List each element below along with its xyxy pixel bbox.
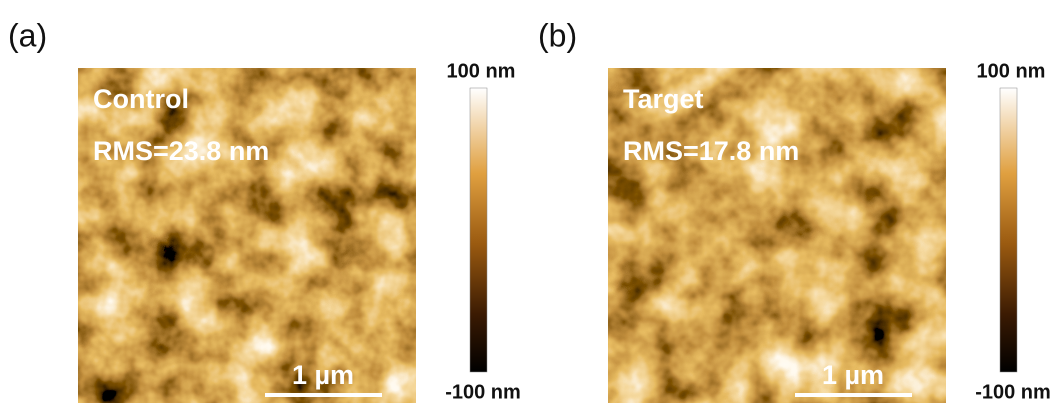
colorbar [1000,88,1017,372]
colorbar [470,88,487,372]
figure: (a) Control RMS=23.8 nm 1 µm 100 nm -100 nm (b… [0,0,1062,403]
colorbar-min: -100 nm [445,381,521,403]
sample-name: Target [623,84,704,114]
colorbar-max: 100 nm [447,60,516,82]
rms-value: RMS=17.8 nm [623,136,799,166]
sample-name: Control [93,84,189,114]
afm-image [608,68,946,403]
colorbar-max: 100 nm [977,60,1046,82]
afm-image [78,68,416,403]
rms-value: RMS=23.8 nm [93,136,269,166]
panel-label: (b) [538,17,577,53]
panel-label: (a) [8,17,47,53]
scale-bar-label: 1 µm [822,360,884,390]
scale-bar-label: 1 µm [292,360,354,390]
colorbar-min: -100 nm [975,381,1051,403]
